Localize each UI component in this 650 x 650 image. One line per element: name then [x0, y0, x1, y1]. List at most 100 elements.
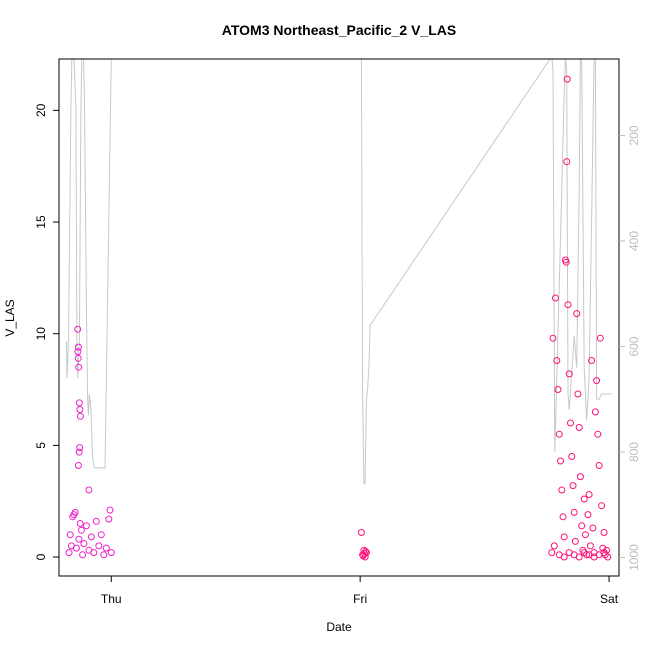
data-point: [578, 522, 586, 530]
data-point: [105, 515, 113, 523]
y2-tick-label: 600: [627, 336, 641, 356]
y2-tick-label: 200: [627, 125, 641, 145]
data-point: [85, 486, 93, 494]
data-point: [107, 549, 115, 557]
chart-title: ATOM3 Northeast_Pacific_2 V_LAS: [222, 22, 456, 38]
data-point: [595, 462, 603, 469]
data-point: [574, 390, 582, 398]
data-point: [588, 357, 596, 364]
data-point: [600, 549, 608, 557]
data-point: [554, 386, 562, 393]
data-point: [79, 551, 87, 559]
data-point: [106, 506, 114, 514]
altitude-line-layer: [66, 59, 612, 485]
data-point: [74, 354, 82, 362]
data-point: [76, 412, 84, 420]
data-point: [604, 553, 612, 561]
y2-tick-label: 400: [627, 231, 641, 251]
right-y-axis: 200 400 600 800 1000: [619, 125, 641, 571]
data-point: [549, 334, 557, 342]
data-point: [92, 517, 100, 525]
data-point: [584, 511, 592, 519]
data-point: [95, 542, 103, 550]
data-point: [76, 444, 84, 452]
plot-frame: [58, 58, 620, 577]
data-point: [557, 457, 564, 465]
data-point: [576, 473, 584, 481]
data-point: [567, 419, 574, 427]
data-point: [563, 75, 571, 83]
x-tick-label: Fri: [353, 592, 367, 606]
data-point: [71, 508, 79, 516]
data-point: [562, 258, 570, 266]
data-point: [565, 370, 573, 378]
data-point: [75, 448, 83, 456]
data-point: [75, 399, 83, 407]
x-axis: Thu Fri Sat: [101, 576, 619, 606]
data-point: [560, 533, 568, 541]
data-point: [75, 535, 83, 543]
data-point: [591, 408, 599, 416]
data-point: [100, 551, 108, 559]
data-point: [570, 508, 578, 516]
data-point: [575, 553, 583, 561]
data-point: [564, 301, 572, 309]
data-point: [77, 526, 85, 534]
y-tick-label: 5: [34, 442, 48, 449]
data-point: [593, 377, 601, 385]
data-point: [550, 542, 558, 550]
data-point: [74, 462, 82, 469]
data-point: [97, 531, 105, 539]
y2-tick-label: 800: [627, 442, 641, 462]
data-point: [90, 549, 98, 557]
x-tick-label: Sat: [600, 592, 619, 606]
data-point: [598, 502, 606, 510]
data-point: [552, 294, 559, 302]
data-point: [72, 544, 80, 552]
data-point: [555, 430, 563, 438]
data-point: [568, 453, 576, 460]
altitude-line: [66, 59, 612, 485]
data-point: [74, 325, 82, 333]
data-point: [82, 522, 90, 530]
data-point: [580, 495, 588, 503]
data-point: [66, 531, 74, 539]
data-point: [357, 529, 365, 536]
y2-tick-label: 1000: [627, 544, 641, 571]
data-point: [575, 424, 583, 431]
data-point: [553, 357, 561, 364]
y-tick-label: 10: [34, 327, 48, 341]
data-point: [581, 531, 589, 539]
data-point: [65, 549, 73, 557]
data-point: [75, 363, 83, 371]
data-point: [571, 537, 579, 545]
x-axis-label: Date: [326, 620, 352, 634]
data-point: [599, 544, 607, 552]
data-point: [76, 406, 84, 414]
y-tick-label: 15: [34, 215, 48, 229]
data-point: [594, 430, 602, 438]
y-tick-label: 20: [34, 103, 48, 117]
data-point: [548, 549, 556, 557]
data-point: [362, 547, 370, 555]
data-point: [569, 482, 577, 490]
data-point: [74, 348, 82, 356]
data-point: [600, 529, 608, 536]
data-point: [586, 542, 594, 550]
left-y-axis: 0 5 10 15 20: [34, 103, 59, 560]
data-point: [573, 310, 581, 318]
data-point: [560, 553, 568, 561]
data-point: [583, 551, 591, 559]
data-point: [80, 540, 88, 548]
y-axis-label: V_LAS: [3, 299, 17, 336]
data-point: [102, 544, 110, 552]
data-point: [87, 533, 95, 541]
y-tick-label: 0: [34, 553, 48, 560]
x-tick-label: Thu: [101, 592, 122, 606]
data-point: [558, 486, 566, 494]
data-point: [559, 513, 567, 521]
data-point: [596, 334, 604, 342]
data-point: [563, 158, 571, 166]
data-point: [74, 343, 82, 351]
